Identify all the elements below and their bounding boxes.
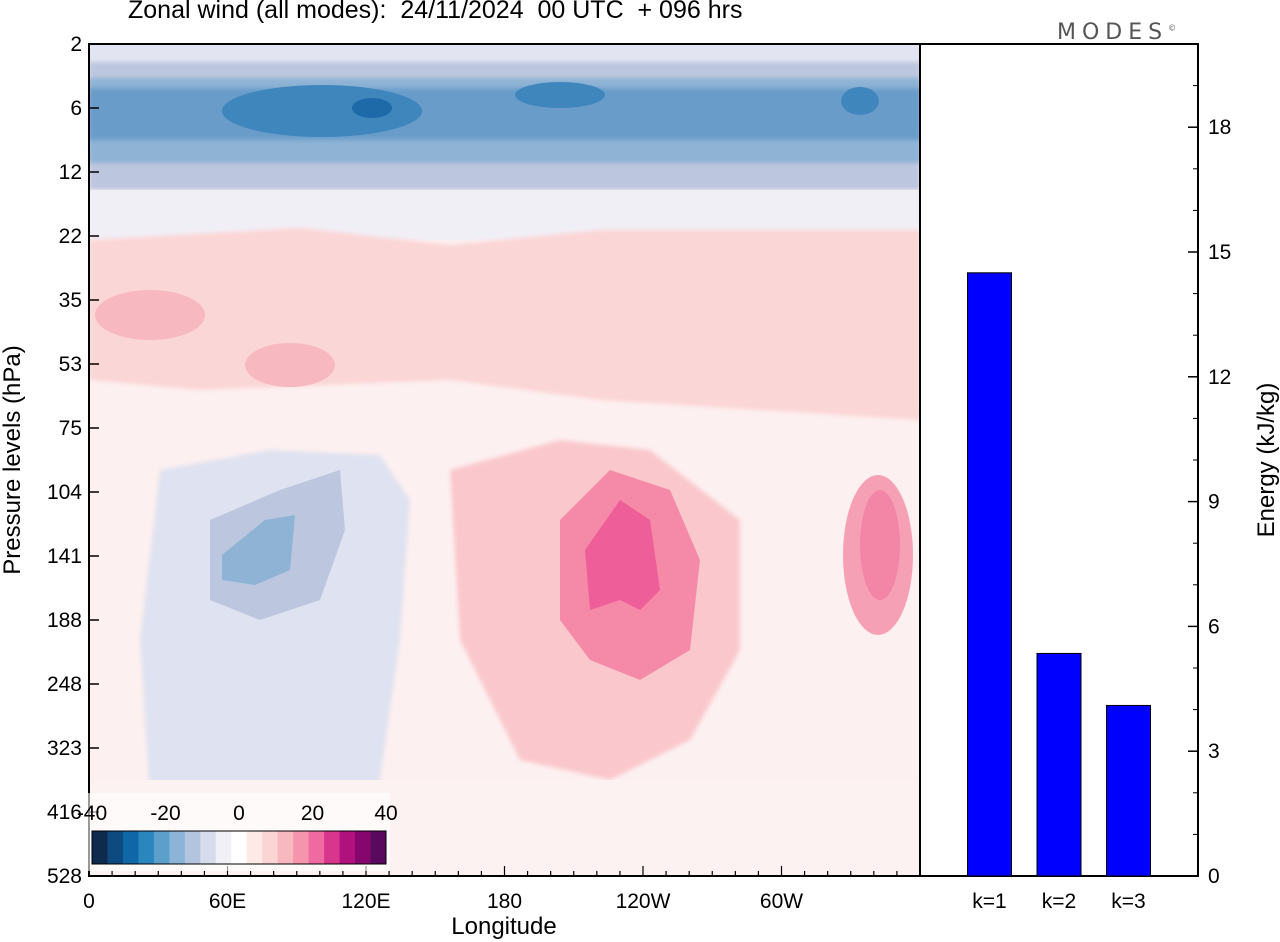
energy-tick-label: 6 [1208,615,1220,638]
colorbar-swatch [308,831,325,864]
wavenumber-label: k=2 [1042,890,1076,913]
colorbar-swatch [246,831,263,864]
energy-tick-label: 15 [1208,241,1231,264]
wavenumber-label: k=1 [972,890,1006,913]
colorbar-legend: -40 -20 0 20 40 [77,793,398,871]
energy-axis: 0 3 6 9 12 15 18 [1188,85,1231,888]
energy-bars [967,272,1151,877]
colorbar-swatch [169,831,186,864]
energy-bar [1036,652,1082,877]
pressure-tick-label: 22 [59,225,82,248]
wind-heatmap [89,44,920,876]
colorbar-swatch [293,831,310,864]
colorbar-swatch [370,831,387,864]
longitude-tick-label: 180 [487,890,522,913]
energy-axis-title: Energy (kJ/kg) [1253,383,1280,538]
colorbar-tick-label: 0 [233,802,245,825]
colorbar-tick-label: 20 [301,802,324,825]
energy-tick-label: 12 [1208,366,1231,389]
longitude-tick-label: 120E [341,890,390,913]
colorbar-swatch [92,831,108,864]
pressure-tick-label: 104 [47,481,82,504]
colorbar-swatch [122,831,139,864]
pressure-tick-label: 416 [47,801,82,824]
longitude-tick-label: 120W [616,890,671,913]
wavenumber-axis: k=1 k=2 k=3 [972,890,1145,913]
positive-core-east [860,490,900,600]
y-axis-title: Pressure levels (hPa) [0,345,26,574]
colorbar-swatch [339,831,356,864]
pressure-tick-label: 323 [47,737,82,760]
longitude-tick-label: 60W [760,890,803,913]
colorbar-swatch [184,831,201,864]
colorbar-tick-label: -20 [150,802,180,825]
energy-bar [967,272,1012,877]
colorbar-tick-label: -40 [77,802,107,825]
pressure-axis: 2 6 12 22 35 53 75 104 141 188 248 323 416 528 [47,33,99,888]
energy-tick-label: 3 [1208,740,1220,763]
positive-patch-35hPa [95,290,205,340]
negative-region-west [140,450,410,876]
brand-mark: © [1168,23,1177,33]
pressure-tick-label: 528 [47,865,82,888]
colorbar-swatch [138,831,155,864]
brand-name: MODES [1057,20,1169,45]
pressure-tick-label: 53 [59,353,82,376]
colorbar-swatch [324,831,341,864]
jet-core-west [222,85,422,137]
energy-tick-label: 9 [1208,491,1220,514]
energy-tick-label: 18 [1208,116,1231,139]
pressure-tick-label: 2 [70,33,82,56]
colorbar-swatch [277,831,294,864]
longitude-tick-label: 60E [209,890,246,913]
colorbar-swatch [200,831,217,864]
stratosphere-blue-band-inner [89,88,920,140]
colorbar-swatch [231,831,248,864]
colorbar-frame [91,830,387,865]
colorbar-swatch [153,831,170,864]
longitude-axis: 0 60E 120E 180 120W 60W [83,866,921,913]
positive-max-central [585,500,660,610]
brand-logo: MODES© [1057,20,1176,45]
colorbar-swatch [107,831,124,864]
jet-core-central [515,82,605,108]
jet-core-west-max [352,98,392,118]
pressure-tick-label: 35 [59,289,82,312]
colorbar-swatch [262,831,279,864]
chart-title: Zonal wind (all modes): 24/11/2024 00 UT… [128,0,743,24]
pressure-tick-label: 248 [47,673,82,696]
pressure-tick-label: 188 [47,609,82,632]
pressure-tick-label: 6 [70,97,82,120]
jet-core-east [841,87,879,115]
x-axis-title: Longitude [451,913,556,940]
pressure-tick-label: 141 [47,545,82,568]
energy-tick-label: 0 [1208,865,1220,888]
wavenumber-label: k=3 [1111,890,1145,913]
positive-patch-53hPa [245,343,335,387]
negative-max-west [222,515,295,585]
colorbar-swatch [215,831,232,864]
longitude-tick-label: 0 [83,890,95,913]
pressure-tick-label: 12 [59,161,82,184]
pressure-tick-label: 75 [59,417,82,440]
energy-bar [1106,704,1151,877]
colorbar-swatch [355,831,372,864]
colorbar-tick-label: 40 [374,802,397,825]
